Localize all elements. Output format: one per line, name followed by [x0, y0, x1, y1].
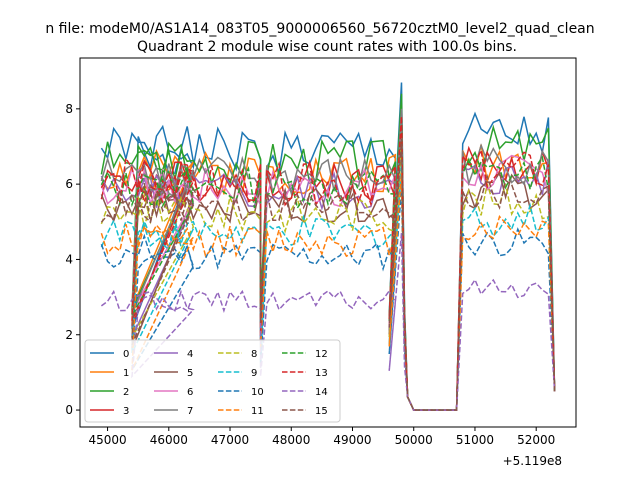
figure-suptitle: n file: modeM0/AS1A14_083T05_9000006560_…	[45, 21, 594, 37]
legend-item-6: 6	[154, 387, 193, 398]
legend-item-8: 8	[218, 349, 257, 360]
legend-item-7: 7	[154, 406, 193, 417]
legend-label: 15	[315, 406, 328, 417]
x-tick-label: 45000	[88, 433, 126, 447]
legend-label: 1	[123, 368, 129, 379]
series-line-10	[100, 187, 556, 411]
legend-label: 10	[251, 387, 264, 398]
y-tick-label: 4	[65, 252, 73, 266]
series-line-9	[100, 165, 556, 411]
legend-label: 13	[315, 368, 328, 379]
legend-item-14: 14	[282, 387, 328, 398]
x-tick-label: 52000	[517, 433, 555, 447]
legend-label: 12	[315, 349, 328, 360]
legend-label: 3	[123, 406, 129, 417]
plot-frame	[79, 57, 577, 428]
legend-item-4: 4	[154, 349, 193, 360]
x-offset-label: +5.119e8	[503, 454, 562, 468]
x-tick-label: 47000	[211, 433, 249, 447]
series-line-8	[100, 146, 556, 411]
legend-label: 6	[187, 387, 193, 398]
x-tick-label: 48000	[272, 433, 310, 447]
plot-lines	[100, 82, 556, 411]
y-tick-label: 0	[65, 403, 73, 417]
x-tick-label: 51000	[456, 433, 494, 447]
legend-item-12: 12	[282, 349, 328, 360]
y-tick-label: 8	[65, 102, 73, 116]
legend-item-0: 0	[90, 349, 129, 360]
legend-item-5: 5	[154, 368, 193, 379]
legend-item-3: 3	[90, 406, 129, 417]
y-tick-label: 2	[65, 328, 73, 342]
x-tick-label: 49000	[333, 433, 371, 447]
legend-label: 0	[123, 349, 129, 360]
series-line-7	[100, 108, 556, 411]
legend-item-13: 13	[282, 368, 328, 379]
series-line-0	[100, 82, 556, 411]
chart-title: Quadrant 2 module wise count rates with …	[137, 39, 517, 55]
legend-box	[84, 339, 341, 423]
x-tick-label: 46000	[150, 433, 188, 447]
legend-label: 14	[315, 387, 328, 398]
legend-label: 5	[187, 368, 193, 379]
series-line-11	[100, 172, 556, 411]
legend-item-9: 9	[218, 368, 257, 379]
legend-label: 8	[251, 349, 257, 360]
legend-item-11: 11	[218, 406, 264, 417]
axes: 45000 46000 47000 48000 49000 50000 51000 52000…	[65, 57, 577, 447]
legend-label: 11	[251, 406, 264, 417]
x-tick-label: 50000	[395, 433, 433, 447]
legend-label: 9	[251, 368, 257, 379]
legend-label: 4	[187, 349, 193, 360]
legend-item-15: 15	[282, 406, 328, 417]
series-line-12	[100, 120, 556, 411]
series-line-15	[100, 138, 556, 411]
legend-item-2: 2	[90, 387, 129, 398]
legend-item-10: 10	[218, 387, 264, 398]
legend-label: 2	[123, 387, 129, 398]
legend-label: 7	[187, 406, 193, 417]
y-tick-label: 6	[65, 177, 73, 191]
series-line-14	[100, 233, 556, 411]
legend-item-1: 1	[90, 368, 129, 379]
